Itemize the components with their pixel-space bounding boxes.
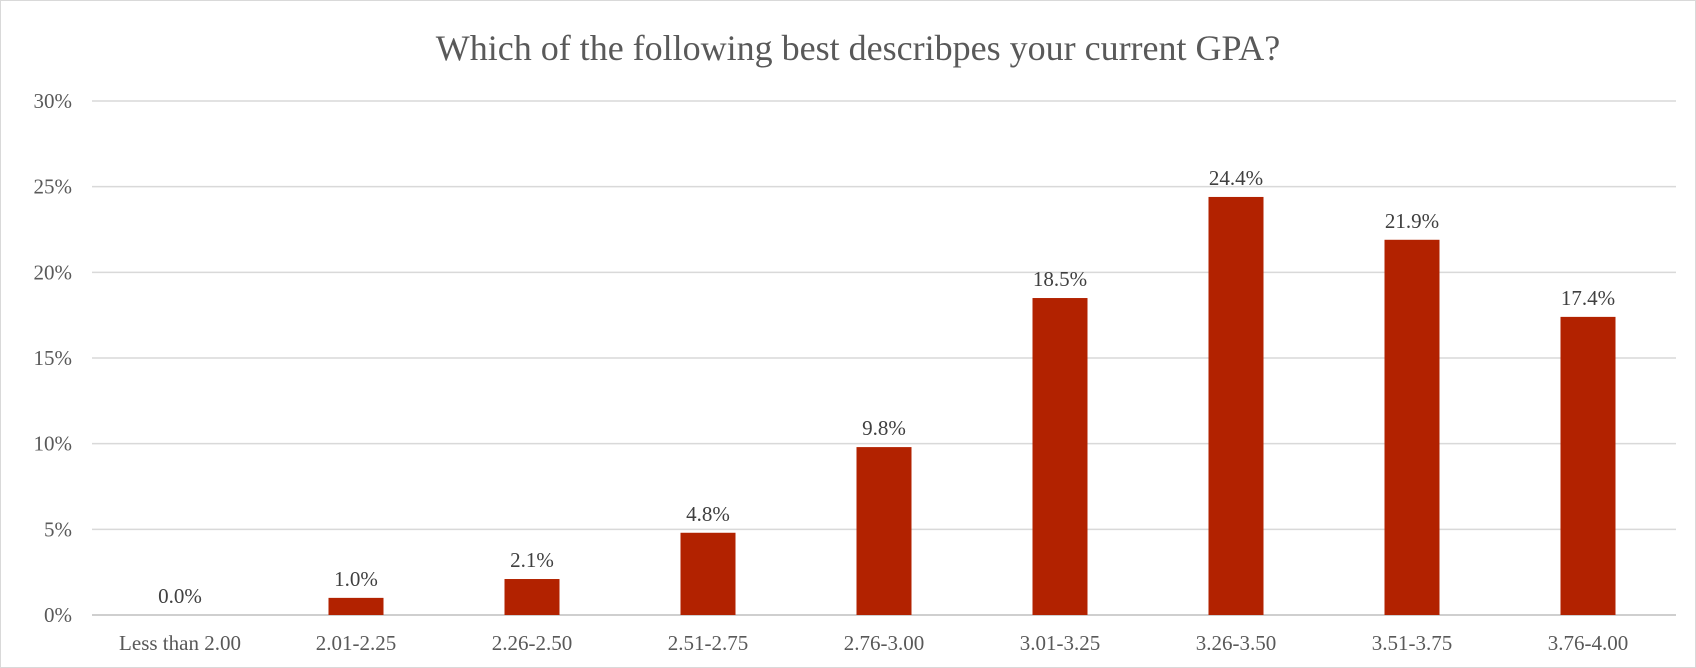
data-label: 18.5% bbox=[1033, 267, 1087, 291]
data-label: 2.1% bbox=[510, 548, 554, 572]
bar bbox=[504, 579, 560, 615]
data-labels: 0.0% 1.0% 2.1% 4.8% 9.8% 18.5% 24.4% 21.9% 17.4% bbox=[158, 166, 1615, 608]
x-tick-label: 3.76-4.00 bbox=[1548, 631, 1629, 655]
x-tick-label: 3.26-3.50 bbox=[1196, 631, 1277, 655]
x-tick-label: 3.51-3.75 bbox=[1372, 631, 1453, 655]
y-tick-label: 10% bbox=[34, 432, 73, 456]
y-tick-label: 25% bbox=[34, 175, 73, 199]
x-tick-label: 2.76-3.00 bbox=[844, 631, 925, 655]
data-label: 1.0% bbox=[334, 567, 378, 591]
bar bbox=[856, 447, 912, 615]
bar bbox=[1208, 196, 1264, 616]
bar bbox=[328, 597, 384, 615]
data-label: 4.8% bbox=[686, 502, 730, 526]
y-tick-label: 30% bbox=[34, 89, 73, 113]
x-tick-label: 2.01-2.25 bbox=[316, 631, 397, 655]
data-label: 0.0% bbox=[158, 584, 202, 608]
chart-title: Which of the following best describpes y… bbox=[436, 28, 1280, 68]
x-tick-label: 2.26-2.50 bbox=[492, 631, 573, 655]
y-tick-label: 5% bbox=[44, 517, 72, 541]
x-axis: Less than 2.00 2.01-2.25 2.26-2.50 2.51-2.7… bbox=[119, 631, 1628, 655]
y-tick-label: 20% bbox=[34, 260, 73, 284]
bar bbox=[680, 532, 736, 615]
data-label: 9.8% bbox=[862, 416, 906, 440]
data-label: 17.4% bbox=[1561, 286, 1615, 310]
bars bbox=[328, 196, 1616, 616]
y-axis: 0% 5% 10% 15% 20% 25% 30% bbox=[34, 89, 73, 627]
y-tick-label: 15% bbox=[34, 346, 73, 370]
y-tick-label: 0% bbox=[44, 603, 72, 627]
x-tick-label: 2.51-2.75 bbox=[668, 631, 749, 655]
data-label: 21.9% bbox=[1385, 209, 1439, 233]
x-tick-label: Less than 2.00 bbox=[119, 631, 241, 655]
x-tick-label: 3.01-3.25 bbox=[1020, 631, 1101, 655]
bar bbox=[1560, 316, 1616, 615]
bar bbox=[1384, 239, 1440, 615]
data-label: 24.4% bbox=[1209, 166, 1263, 190]
bar bbox=[1032, 298, 1088, 615]
